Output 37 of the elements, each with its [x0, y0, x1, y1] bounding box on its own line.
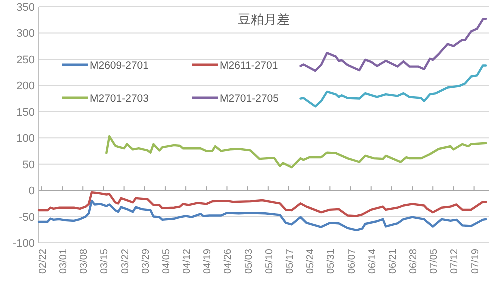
chart-title: 豆粕月差: [238, 12, 290, 27]
x-tick-label: 04/26: [223, 248, 234, 274]
y-tick-label: 50: [22, 159, 35, 172]
x-tick-label: 06/07: [346, 248, 358, 274]
legend-label: M2701-2703: [90, 93, 150, 105]
y-tick-label: 250: [16, 54, 35, 66]
y-tick-label: -100: [12, 238, 35, 250]
x-tick-label: 02/22: [38, 248, 49, 274]
x-tick-label: 03/22: [120, 248, 132, 274]
x-tick-label: 05/17: [285, 248, 296, 274]
x-tick-label: 04/05: [161, 248, 172, 274]
x-tick-label: 07/12: [450, 248, 461, 274]
x-tick-label: 04/19: [202, 248, 214, 274]
legend-label: M2609-2701: [90, 60, 150, 72]
x-tick-label: 03/08: [79, 248, 90, 274]
x-tick-label: 05/31: [326, 248, 338, 274]
x-tick-label: 05/10: [264, 248, 276, 274]
y-tick-label: 100: [16, 133, 35, 146]
x-tick-label: 06/14: [367, 248, 378, 274]
legend-label: M2701-2705: [220, 93, 280, 105]
legend-label: M2611-2701: [220, 60, 278, 72]
x-tick-label: 06/28: [408, 248, 420, 274]
y-tick-label: -50: [19, 212, 35, 224]
x-tick-label: 05/24: [306, 248, 317, 274]
x-tick-label: 03/29: [140, 248, 152, 274]
x-tick-label: 06/21: [388, 248, 399, 274]
x-tick-label: 03/01: [58, 248, 70, 274]
y-tick-label: 300: [16, 28, 35, 40]
x-tick-label: 04/12: [182, 248, 194, 274]
y-tick-label: 350: [16, 2, 35, 14]
x-tick-label: 07/05: [429, 248, 440, 274]
x-tick-label: 07/19: [470, 248, 482, 274]
x-tick-label: 05/03: [244, 248, 255, 274]
y-tick-label: 150: [16, 106, 35, 119]
y-tick-label: 0: [28, 186, 35, 198]
x-tick-label: 03/15: [100, 248, 111, 274]
y-tick-label: 200: [16, 80, 35, 93]
